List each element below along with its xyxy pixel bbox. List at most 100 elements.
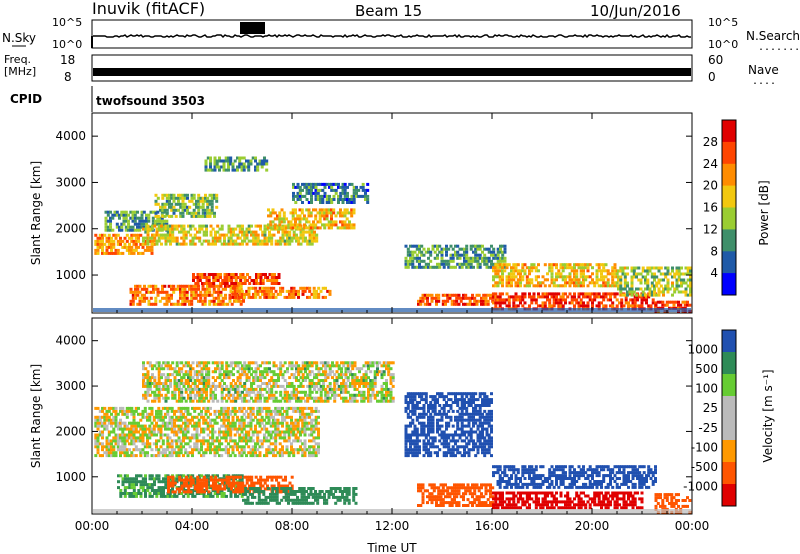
heatmap-cell xyxy=(387,393,391,397)
heatmap-cell xyxy=(516,295,520,299)
heatmap-cell xyxy=(419,302,423,306)
heatmap-cell xyxy=(503,298,507,302)
heatmap-cell xyxy=(480,302,483,306)
heatmap-cell xyxy=(265,415,269,419)
heatmap-cell xyxy=(322,382,325,385)
heatmap-cell xyxy=(166,373,170,377)
heatmap-cell xyxy=(348,211,351,215)
heatmap-cell xyxy=(200,367,204,371)
heatmap-cell xyxy=(651,298,655,302)
heatmap-cell xyxy=(630,293,634,297)
heatmap-cell xyxy=(661,303,665,307)
heatmap-cell xyxy=(299,448,302,452)
heatmap-cell xyxy=(677,284,681,288)
heatmap-cell xyxy=(240,451,244,455)
heatmap-cell xyxy=(494,292,498,296)
heatmap-cell xyxy=(343,185,347,189)
heatmap-cell xyxy=(292,454,296,458)
heatmap-cell xyxy=(530,298,534,302)
heatmap-cell xyxy=(433,244,437,248)
heatmap-cell xyxy=(456,253,460,257)
heatmap-cell xyxy=(234,364,238,368)
heatmap-cell xyxy=(490,250,493,254)
heatmap-cell xyxy=(279,384,283,388)
heatmap-cell xyxy=(221,287,225,291)
heatmap-cell xyxy=(148,227,152,231)
heatmap-cell xyxy=(296,191,300,195)
heatmap-cell xyxy=(176,284,180,288)
heatmap-cell xyxy=(621,293,625,297)
heatmap-cell xyxy=(319,194,322,198)
heatmap-cell xyxy=(686,284,690,288)
heatmap-cell xyxy=(142,225,146,229)
heatmap-cell xyxy=(112,245,116,249)
heatmap-cell xyxy=(306,239,310,243)
heatmap-cell xyxy=(209,233,213,237)
heatmap-cell xyxy=(306,396,310,400)
heatmap-cell xyxy=(146,436,149,440)
heatmap-cell xyxy=(292,396,296,400)
heatmap-cell xyxy=(237,284,241,288)
heatmap-cell xyxy=(258,286,262,290)
heatmap-cell xyxy=(229,454,233,458)
heatmap-cell xyxy=(201,208,205,212)
heatmap-cell xyxy=(254,399,258,403)
heatmap-cell xyxy=(94,251,98,255)
heatmap-cell xyxy=(160,373,163,377)
heatmap-cell xyxy=(324,367,328,371)
heatmap-cell xyxy=(229,156,233,160)
heatmap-cell xyxy=(604,269,608,273)
heatmap-cell xyxy=(655,281,659,285)
heatmap-cell xyxy=(519,278,522,282)
heatmap-cell xyxy=(343,191,347,195)
heatmap-cell xyxy=(161,418,165,422)
heatmap-cell xyxy=(440,247,444,251)
heatmap-cell xyxy=(324,393,328,397)
heatmap-cell xyxy=(494,256,498,260)
heatmap-cell xyxy=(528,292,531,296)
heatmap-cell xyxy=(238,162,242,166)
heatmap-cell xyxy=(620,301,624,305)
heatmap-cell xyxy=(155,433,158,437)
heatmap-cell xyxy=(689,275,692,279)
heatmap-cell xyxy=(148,382,152,385)
heatmap-cell xyxy=(304,364,307,368)
heatmap-cell xyxy=(222,165,226,169)
heatmap-cell xyxy=(276,406,280,410)
heatmap-cell xyxy=(636,298,639,302)
heatmap-cell xyxy=(231,415,235,419)
heatmap-cell xyxy=(342,382,346,385)
heatmap-cell xyxy=(413,265,417,269)
heatmap-cell xyxy=(387,373,391,377)
heatmap-cell xyxy=(222,415,226,419)
heatmap-cell xyxy=(268,367,271,371)
heatmap-cell xyxy=(308,295,312,299)
heatmap-cell xyxy=(689,290,692,294)
heatmap-cell xyxy=(146,412,149,416)
heatmap-cell xyxy=(294,436,298,440)
beam-title: Beam 15 xyxy=(355,2,422,20)
heatmap-cell xyxy=(530,301,534,305)
heatmap-cell xyxy=(247,364,251,368)
heatmap-cell xyxy=(290,415,293,419)
heatmap-cell xyxy=(600,263,603,267)
heatmap-cell xyxy=(166,376,170,380)
heatmap-cell xyxy=(250,387,253,391)
heatmap-cell xyxy=(186,409,190,413)
heatmap-cell xyxy=(675,281,679,285)
heatmap-cell xyxy=(586,263,590,267)
heatmap-cell xyxy=(259,227,262,231)
heatmap-cell xyxy=(519,301,522,305)
heatmap-cell xyxy=(352,223,356,227)
heatmap-cell xyxy=(671,269,674,273)
heatmap-cell xyxy=(609,298,612,302)
heatmap-cell xyxy=(422,253,426,257)
heatmap-cell xyxy=(366,201,370,204)
heatmap-cell xyxy=(166,379,170,382)
heatmap-cell xyxy=(137,448,140,452)
heatmap-cell xyxy=(150,430,154,434)
heatmap-cell xyxy=(263,224,267,228)
heatmap-cell xyxy=(422,259,426,263)
heatmap-cell xyxy=(568,278,572,282)
heatmap-cell xyxy=(459,296,463,300)
